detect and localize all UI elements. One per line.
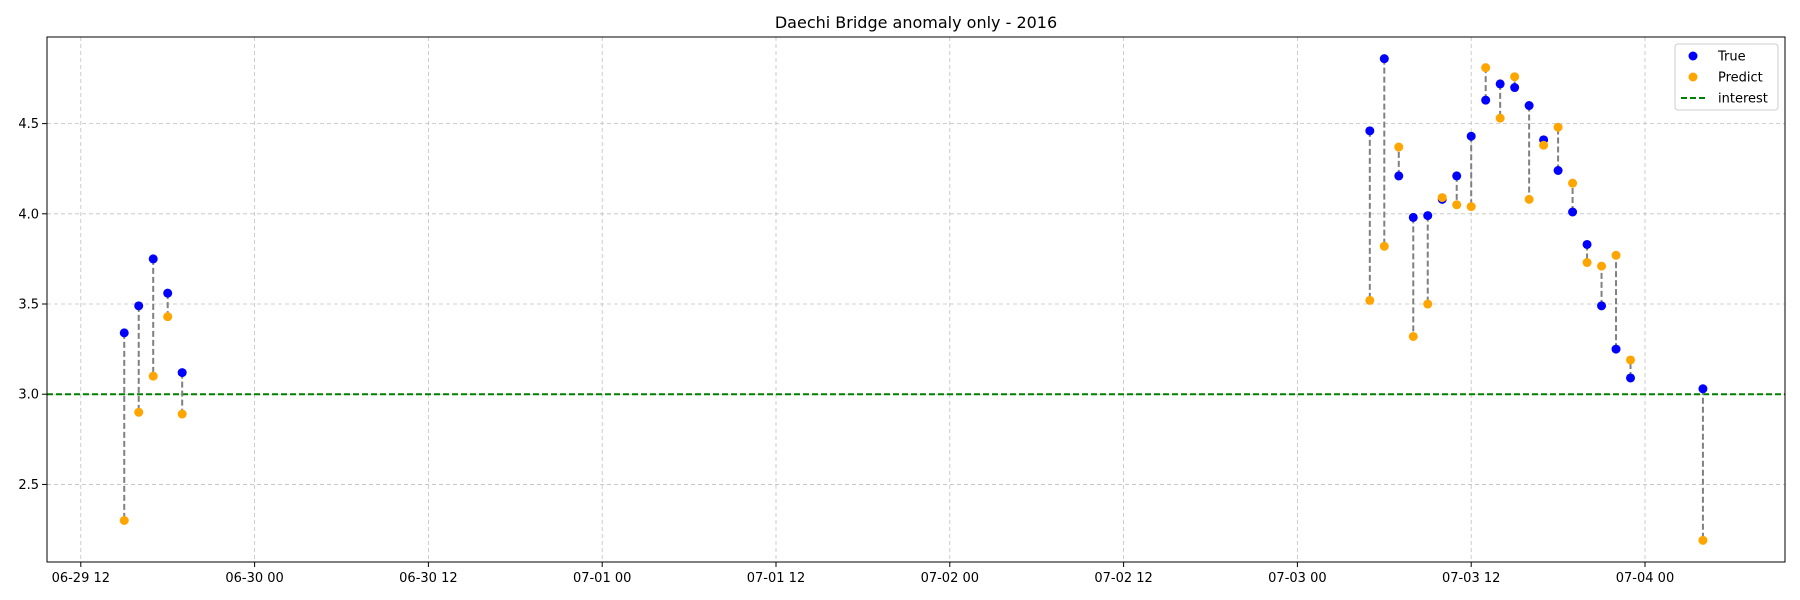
true-point — [148, 254, 158, 264]
plot-frame — [46, 36, 1786, 563]
true-point — [1626, 373, 1636, 383]
true-point — [119, 328, 129, 338]
true-point — [1423, 211, 1433, 221]
true-point — [1510, 83, 1520, 93]
true-point — [1365, 126, 1375, 136]
grid — [47, 37, 1785, 562]
legend-predict-label: Predict — [1718, 71, 1763, 86]
true-point — [1408, 212, 1418, 222]
x-tick-label: 06-30 12 — [399, 571, 457, 586]
predict-point — [1408, 331, 1418, 341]
x-tick-label: 07-04 00 — [1616, 571, 1674, 586]
predict-point — [119, 516, 129, 526]
predict-point — [177, 409, 187, 419]
y-tick-label: 2.5 — [18, 478, 39, 493]
true-point — [1495, 79, 1505, 89]
x-tick-label: 07-02 12 — [1094, 571, 1152, 586]
legend: True Predict interest — [1674, 43, 1779, 111]
true-point — [1524, 101, 1534, 111]
predict-point — [1611, 250, 1621, 260]
legend-true-marker — [1688, 51, 1698, 61]
y-tick-label: 4.0 — [18, 207, 39, 222]
predict-point — [1597, 261, 1607, 271]
x-tick-label: 07-01 00 — [573, 571, 631, 586]
predict-point — [148, 371, 158, 381]
chart-title: Daechi Bridge anomaly only - 2016 — [775, 13, 1057, 32]
true-point — [1481, 95, 1491, 105]
predict-point — [1481, 63, 1491, 73]
axis-ticks: 06-29 12 06-30 00 06-30 12 07-01 00 07-01 12… — [18, 117, 1674, 586]
predict-point — [1568, 178, 1578, 188]
x-tick-label: 07-03 00 — [1268, 571, 1326, 586]
legend-true-label: True — [1717, 50, 1746, 65]
legend-box — [1674, 43, 1779, 111]
predict-point — [1379, 241, 1389, 251]
true-point — [1452, 171, 1462, 181]
true-point — [1553, 166, 1563, 176]
x-tick-label: 07-03 12 — [1442, 571, 1500, 586]
predict-point — [1423, 299, 1433, 309]
y-tick-label: 4.5 — [18, 117, 39, 132]
true-point — [1466, 131, 1476, 141]
predict-point — [1365, 295, 1375, 305]
predict-point — [1495, 113, 1505, 123]
predict-point — [1394, 142, 1404, 152]
true-point — [163, 288, 173, 298]
predict-point — [1626, 355, 1636, 365]
x-tick-label: 06-30 00 — [225, 571, 283, 586]
x-tick-label: 06-29 12 — [52, 571, 110, 586]
true-point — [1379, 54, 1389, 64]
true-point — [1394, 171, 1404, 181]
predict-point — [1510, 72, 1520, 82]
predict-point — [1466, 202, 1476, 212]
legend-predict-marker — [1688, 72, 1698, 82]
true-point — [1568, 207, 1578, 217]
predict-point — [1452, 200, 1462, 210]
connector-lines — [123, 58, 1704, 541]
predict-point — [1539, 140, 1549, 150]
true-point — [1611, 344, 1621, 354]
true-point — [1698, 384, 1708, 394]
predict-point — [134, 407, 144, 417]
true-point — [1597, 301, 1607, 311]
y-tick-label: 3.0 — [18, 388, 39, 403]
predict-point — [1582, 258, 1592, 268]
y-tick-label: 3.5 — [18, 298, 39, 313]
data-points — [119, 54, 1708, 545]
legend-interest-label: interest — [1718, 92, 1768, 107]
predict-point — [1524, 194, 1534, 204]
predict-point — [1437, 193, 1447, 203]
x-tick-label: 07-01 12 — [747, 571, 805, 586]
true-point — [177, 368, 187, 378]
x-tick-label: 07-02 00 — [921, 571, 979, 586]
predict-point — [163, 312, 173, 322]
predict-point — [1698, 535, 1708, 545]
predict-point — [1553, 122, 1563, 132]
true-point — [134, 301, 144, 311]
true-point — [1582, 239, 1592, 249]
